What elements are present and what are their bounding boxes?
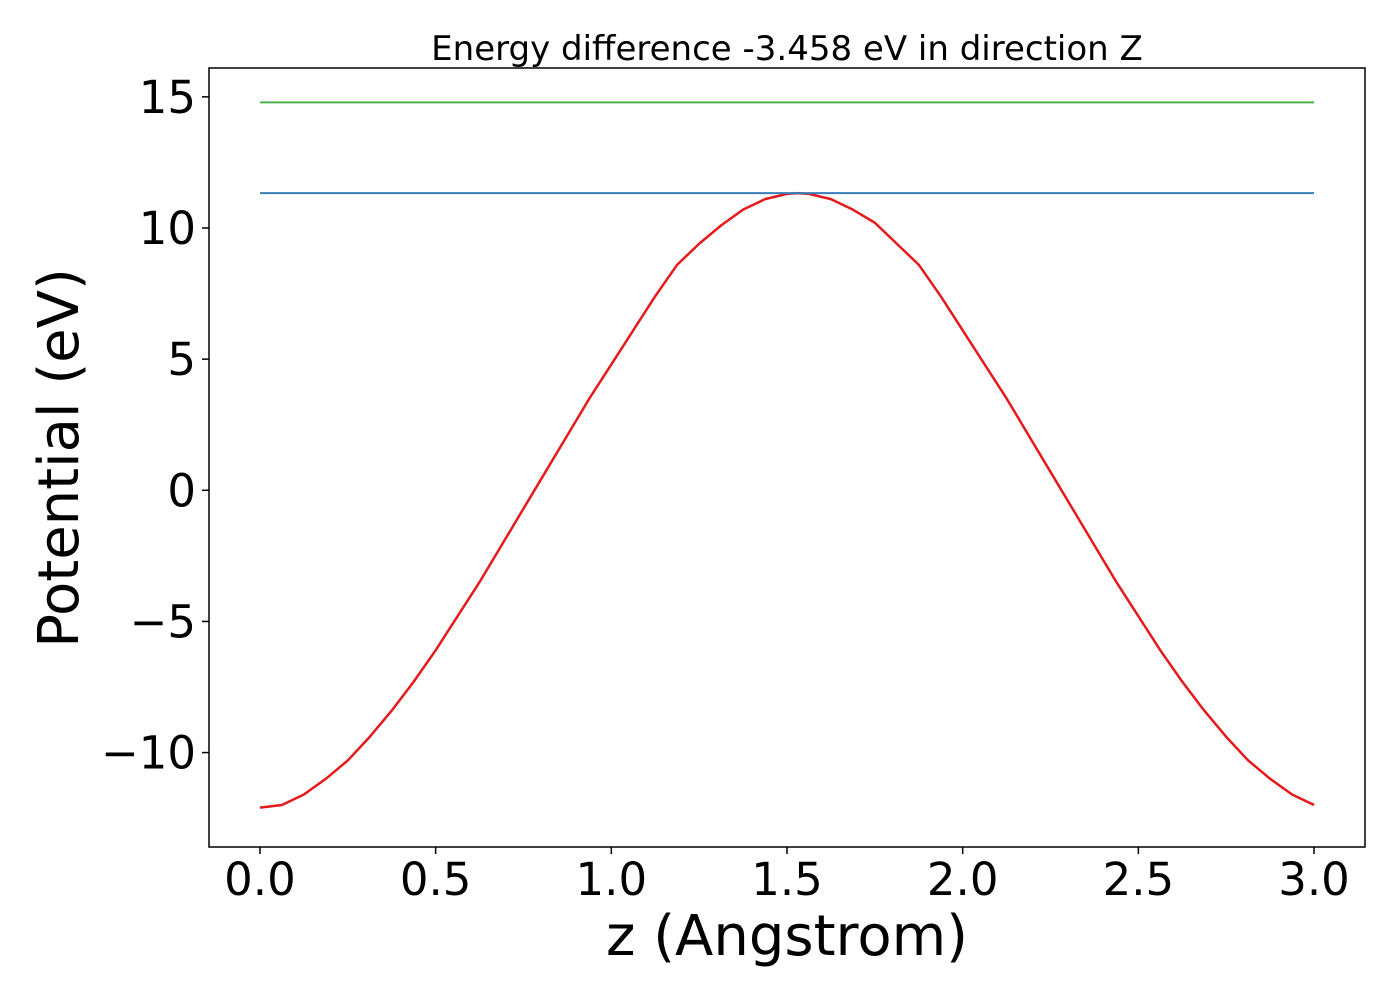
y-tick-label: −10 bbox=[101, 727, 196, 780]
x-tick-label: 1.0 bbox=[576, 853, 648, 906]
y-tick-label: 5 bbox=[167, 333, 196, 386]
y-axis-label: Potential (eV) bbox=[27, 268, 92, 648]
plot-frame bbox=[208, 67, 1366, 848]
y-tick-label: 0 bbox=[167, 464, 196, 517]
x-tick-label: 0.5 bbox=[400, 853, 472, 906]
x-ticks: 0.0 0.5 1.0 1.5 2.0 2.5 3.0 bbox=[224, 847, 1350, 906]
x-tick-label: 0.0 bbox=[224, 853, 296, 906]
x-axis-label: z (Angstrom) bbox=[606, 904, 968, 969]
y-tick-label: 10 bbox=[139, 202, 196, 255]
x-tick-label: 3.0 bbox=[1278, 853, 1350, 906]
chart-title: Energy difference -3.458 eV in direction… bbox=[431, 29, 1143, 69]
series-layer bbox=[259, 101, 1315, 809]
x-tick-label: 2.0 bbox=[927, 853, 999, 906]
plot-area bbox=[209, 68, 1365, 847]
y-tick-label: −5 bbox=[130, 595, 196, 648]
y-tick-label: 15 bbox=[139, 71, 196, 124]
x-tick-label: 1.5 bbox=[751, 853, 823, 906]
x-tick-label: 2.5 bbox=[1103, 853, 1175, 906]
y-ticks: −10 −5 0 5 10 15 bbox=[101, 71, 209, 780]
